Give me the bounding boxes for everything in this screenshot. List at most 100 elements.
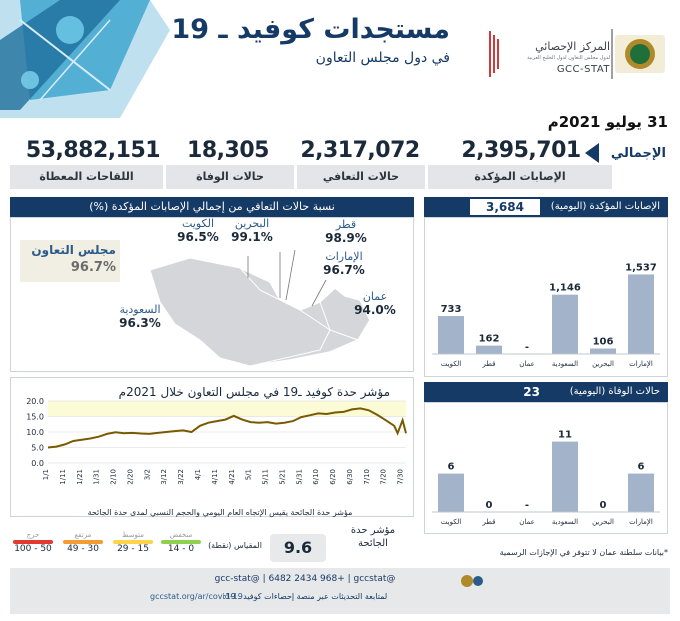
daily-cases-bar (628, 274, 654, 354)
severity-line-xtick: 5/1 (245, 469, 253, 480)
severity-line-xtick: 4/21 (228, 469, 236, 485)
daily-cases-value-label: - (525, 342, 529, 353)
severity-band-high-name: مرتفع (74, 531, 92, 539)
severity-index-value: 9.6 (283, 538, 313, 557)
daily-deaths-value-label: 6 (638, 462, 645, 473)
map-bahrain-name: البحرين (234, 217, 270, 230)
severity-line-title: مؤشر حدة كوفيد ـ19 في مجلس التعاون خلال … (118, 385, 390, 399)
severity-line-band (48, 401, 406, 417)
daily-cases-category-label: عمان (519, 360, 535, 368)
severity-band-high-range: 49 - 30 (67, 544, 99, 554)
daily-deaths-value-label: 0 (600, 500, 607, 511)
daily-cases-total: 3,684 (486, 200, 524, 214)
severity-line-xtick: 4/1 (194, 469, 202, 480)
recovery-panel-title: نسبة حالات التعافي من إجمالي الإصابات ال… (10, 197, 414, 217)
severity-line-xtick: 6/30 (346, 469, 354, 485)
total-vaccines-value: 53,882,151 (25, 138, 161, 163)
severity-band-critical: حرج 100 - 50 (10, 531, 56, 554)
footer-logo-icon (461, 575, 483, 587)
severity-line-chart: 0.0 5.0 10.0 15.0 20.0 1/1 1/11 1/21 1/31 2/10 2/2… (26, 397, 407, 485)
logo-arabic-name: المركز الإحصائي (535, 40, 610, 53)
severity-index-box (270, 534, 326, 562)
daily-cases-category-label: البحرين (592, 360, 614, 368)
footer-text: لمتابعة التحديثات عبر منصة إحصاءات كوفيد… (222, 592, 388, 601)
map-kuwait-value: 96.5% (177, 230, 219, 244)
severity-band-critical-name: حرج (26, 531, 40, 539)
page-title: مستجدات كوفيد ـ 19 (171, 14, 450, 45)
daily-cases-value-label: 1,146 (549, 283, 581, 294)
total-recovered-label: حالات التعافي (297, 165, 425, 189)
total-cases-label: الإصابات المؤكدة (428, 165, 612, 189)
daily-deaths-title: حالات الوفاة (اليومية) (569, 386, 660, 397)
severity-band-high-bar (63, 540, 103, 544)
severity-line-xtick: 1/21 (76, 469, 84, 485)
covid-illustration (0, 0, 170, 118)
daily-cases-category-label: قطر (482, 360, 496, 368)
daily-deaths-category-label: البحرين (592, 518, 614, 526)
severity-line-xtick: 7/20 (380, 469, 388, 485)
footer (10, 568, 670, 614)
daily-deaths-value-label: - (525, 500, 529, 511)
daily-deaths-bar (552, 441, 578, 512)
severity-band-high: مرتفع 49 - 30 (60, 531, 106, 554)
daily-cases-title: الإصابات المؤكدة (اليومية) (550, 201, 660, 212)
severity-band-low-name: منخفض (169, 531, 193, 539)
daily-deaths-bar (628, 473, 654, 512)
severity-band-medium-bar (113, 540, 153, 544)
daily-deaths-value-label: 6 (448, 462, 455, 473)
severity-line-ytick: 20.0 (26, 397, 44, 406)
daily-deaths-category-label: الإمارات (629, 518, 653, 526)
daily-cases-value-label: 106 (593, 337, 614, 348)
severity-line-xtick: 6/20 (329, 469, 337, 485)
severity-band-medium: متوسط 29 - 15 (110, 531, 156, 554)
daily-cases-bar (590, 348, 616, 354)
severity-line-xtick: 2/10 (110, 469, 118, 485)
map-bahrain-value: 99.1% (231, 230, 273, 244)
daily-deaths-header: حالات الوفاة (اليومية) 23 (424, 382, 668, 402)
severity-line-band (48, 416, 406, 463)
map-qatar-value: 98.9% (325, 231, 367, 245)
severity-line-xtick: 1/11 (59, 469, 67, 485)
total-recovered-value: 2,317,072 (300, 138, 420, 163)
severity-line-xtick: 7/30 (397, 469, 405, 485)
total-deaths-value: 18,305 (187, 138, 269, 163)
daily-cases-value-label: 733 (441, 304, 462, 315)
severity-scale-label: المقياس (نقطة) (208, 541, 262, 550)
severity-line-xtick: 1/31 (93, 469, 101, 485)
daily-cases-header: الإصابات المؤكدة (اليومية) (424, 197, 668, 217)
map-saudi-name: السعودية (119, 303, 161, 316)
severity-band-low-range: 14 - 0 (167, 544, 195, 554)
daily-deaths-total: 23 (523, 385, 540, 399)
daily-deaths-bar (438, 473, 464, 512)
severity-line-xtick: 3/22 (177, 469, 185, 485)
severity-band-critical-range: 100 - 50 (14, 544, 52, 554)
daily-cases-bar (552, 294, 578, 354)
map-kuwait-name: الكويت (181, 217, 215, 230)
daily-cases-panel (424, 217, 668, 377)
severity-line-xtick: 2/20 (126, 469, 134, 485)
map-qatar-name: قطر (335, 218, 357, 231)
footer-url-link[interactable]: gccstat.org/ar/covid-19 (150, 592, 243, 601)
gcc-map (149, 249, 371, 367)
daily-cases-chart: 733 الكويت 162 قطر - عمان 1,146 السعودية 106 البح… (432, 262, 660, 368)
severity-band-low: منخفض 14 - 0 (158, 531, 204, 554)
gcc-average-box (20, 240, 120, 282)
total-cases-value: 2,395,701 (461, 138, 581, 163)
gcc-average-value: 96.7% (70, 260, 116, 275)
total-arrow-icon (585, 143, 599, 163)
daily-deaths-chart: 6 الكويت 0 قطر - عمان 11 السعودية 0 البحرين 6 الإما… (432, 430, 660, 526)
severity-line-series (47, 407, 407, 449)
severity-line-ytick: 10.0 (26, 428, 44, 437)
severity-line-xtick: 7/10 (363, 469, 371, 485)
daily-deaths-category-label: عمان (519, 518, 535, 526)
daily-cases-category-label: السعودية (552, 360, 578, 368)
daily-deaths-value-label: 11 (558, 430, 572, 441)
map-oman-value: 94.0% (354, 303, 396, 317)
severity-line-xtick: 5/31 (295, 469, 303, 485)
footer-contacts[interactable]: gcc-stat@ | 6482 2434 968+ | gccstat@ (214, 574, 396, 584)
report-date: 31 يوليو 2021م (547, 113, 668, 131)
daily-deaths-category-label: السعودية (552, 518, 578, 526)
daily-cases-value-label: 162 (479, 334, 500, 345)
severity-line-ytick: 0.0 (31, 459, 44, 468)
severity-band-critical-bar (13, 540, 53, 544)
